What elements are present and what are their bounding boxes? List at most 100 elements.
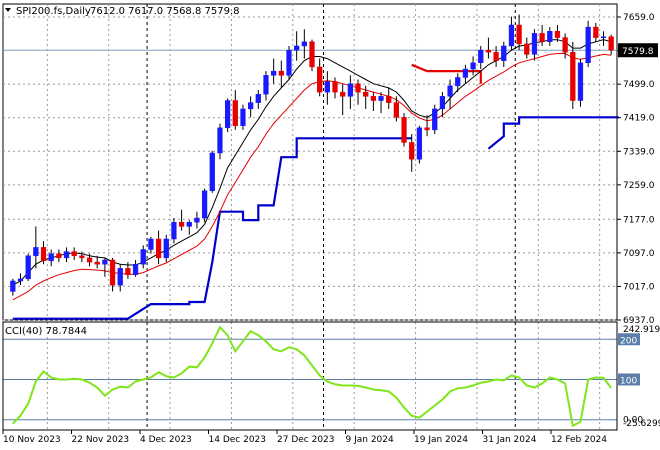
- bear-candle-body: [562, 37, 568, 53]
- bear-candle-body: [570, 52, 576, 101]
- bear-candle-body: [86, 257, 93, 263]
- bear-candle-body: [355, 83, 361, 93]
- candle: [63, 247, 70, 263]
- bull-candle-body: [462, 68, 469, 78]
- bull-candle-body: [17, 278, 24, 282]
- candle: [554, 24, 561, 42]
- bear-candle-body: [608, 36, 614, 51]
- symbol-label: SPI200.fs,Daily: [16, 6, 91, 17]
- bull-candle-body: [186, 221, 192, 227]
- bull-candle-body: [201, 190, 208, 219]
- candle: [585, 20, 591, 67]
- bull-candle-body: [240, 108, 246, 126]
- candle: [240, 104, 246, 130]
- bull-candle-body: [294, 45, 300, 51]
- bear-candle-body: [485, 49, 492, 53]
- price-tick-label: 7097.0: [623, 249, 655, 259]
- cci-level-label: 0.00: [623, 416, 643, 426]
- bull-candle-body: [102, 259, 108, 265]
- price-panel-border: [2, 3, 618, 321]
- bull-candle-body: [470, 62, 476, 70]
- bull-candle-body: [455, 77, 461, 87]
- candle: [317, 58, 323, 97]
- bull-candle-body: [301, 41, 307, 47]
- date-axis: 10 Nov 2023 22 Nov 2023 4 Dec 2023 14 Dec 2…: [2, 430, 607, 445]
- candle: [539, 24, 545, 46]
- main-price-panel: [2, 3, 618, 321]
- bull-candle-body: [447, 85, 453, 97]
- candle: [33, 226, 39, 269]
- candle: [355, 79, 361, 105]
- bull-candle-body: [416, 127, 423, 160]
- candle: [286, 45, 292, 80]
- cci-panel-border: [2, 321, 618, 431]
- date-tick-label: 4 Dec 2023: [140, 435, 192, 445]
- candle: [117, 264, 123, 292]
- last-price-label: 7579.8: [622, 47, 654, 57]
- price-tick-label: 7659.0: [623, 13, 655, 23]
- bear-candle-body: [40, 247, 47, 262]
- bear-candle-body: [178, 221, 185, 227]
- cci-label: CCI(40) 78.7844: [5, 326, 87, 337]
- candle: [109, 257, 116, 292]
- bull-candle-body: [547, 31, 553, 43]
- bull-candle-body: [148, 238, 154, 250]
- bull-candle-body: [286, 49, 292, 76]
- candle: [332, 77, 338, 99]
- cci-axis: 200 100 0.00 242.9194 -25.6299: [618, 325, 660, 429]
- bull-candle-body: [432, 108, 438, 131]
- candle: [424, 115, 430, 137]
- bull-candle-body: [171, 221, 177, 240]
- candle: [209, 150, 215, 193]
- price-tick-label: 6937.0: [623, 316, 655, 326]
- candle: [501, 41, 507, 67]
- bear-candle-body: [593, 26, 599, 38]
- bear-candle-body: [554, 31, 561, 38]
- candle: [447, 79, 453, 109]
- bear-candle-body: [232, 100, 238, 126]
- candle: [163, 234, 169, 263]
- candle: [263, 71, 269, 101]
- candle: [493, 45, 499, 67]
- candle: [455, 73, 461, 93]
- candle: [324, 71, 330, 105]
- trailing-stop-lines: [12, 63, 619, 320]
- bear-candle-body: [332, 81, 338, 93]
- candle: [79, 251, 85, 263]
- candle: [547, 27, 553, 46]
- candle: [508, 16, 515, 51]
- candle: [608, 34, 614, 55]
- price-tick-label: 7259.0: [623, 181, 655, 191]
- candle: [148, 236, 154, 254]
- bear-candle-body: [56, 253, 62, 259]
- chart-header: SPI200.fs,Daily 7612.0 7617.0 7568.8 757…: [5, 6, 240, 17]
- bear-candle-body: [71, 251, 77, 257]
- candle: [439, 92, 446, 118]
- date-tick-label: 10 Nov 2023: [3, 435, 61, 445]
- candle: [10, 278, 16, 296]
- cci-scale-top: 242.9194: [623, 325, 660, 335]
- bear-candle-body: [493, 52, 499, 61]
- candle: [478, 45, 484, 70]
- price-axis: 7659.0 7499.0 7419.0 7339.0 7259.0 7177.0 7097…: [617, 13, 658, 326]
- bull-candle-body: [33, 247, 39, 257]
- date-tick-label: 19 Jan 2024: [414, 435, 468, 445]
- bull-candle-body: [224, 100, 231, 129]
- candle: [201, 188, 208, 223]
- candle: [570, 41, 576, 109]
- bull-candle-body: [132, 263, 139, 275]
- candle: [531, 29, 538, 61]
- bear-candle-body: [340, 91, 346, 97]
- candle: [155, 230, 162, 265]
- bear-candle-body: [317, 66, 323, 93]
- candle: [224, 98, 231, 132]
- candle: [171, 218, 177, 244]
- price-grid: [3, 4, 617, 430]
- bull-candle-body: [263, 75, 269, 95]
- price-tick-label: 7339.0: [623, 147, 655, 157]
- candle: [485, 37, 492, 59]
- candle: [363, 85, 369, 109]
- bear-candle-body: [278, 70, 284, 76]
- bear-candle-body: [409, 142, 415, 160]
